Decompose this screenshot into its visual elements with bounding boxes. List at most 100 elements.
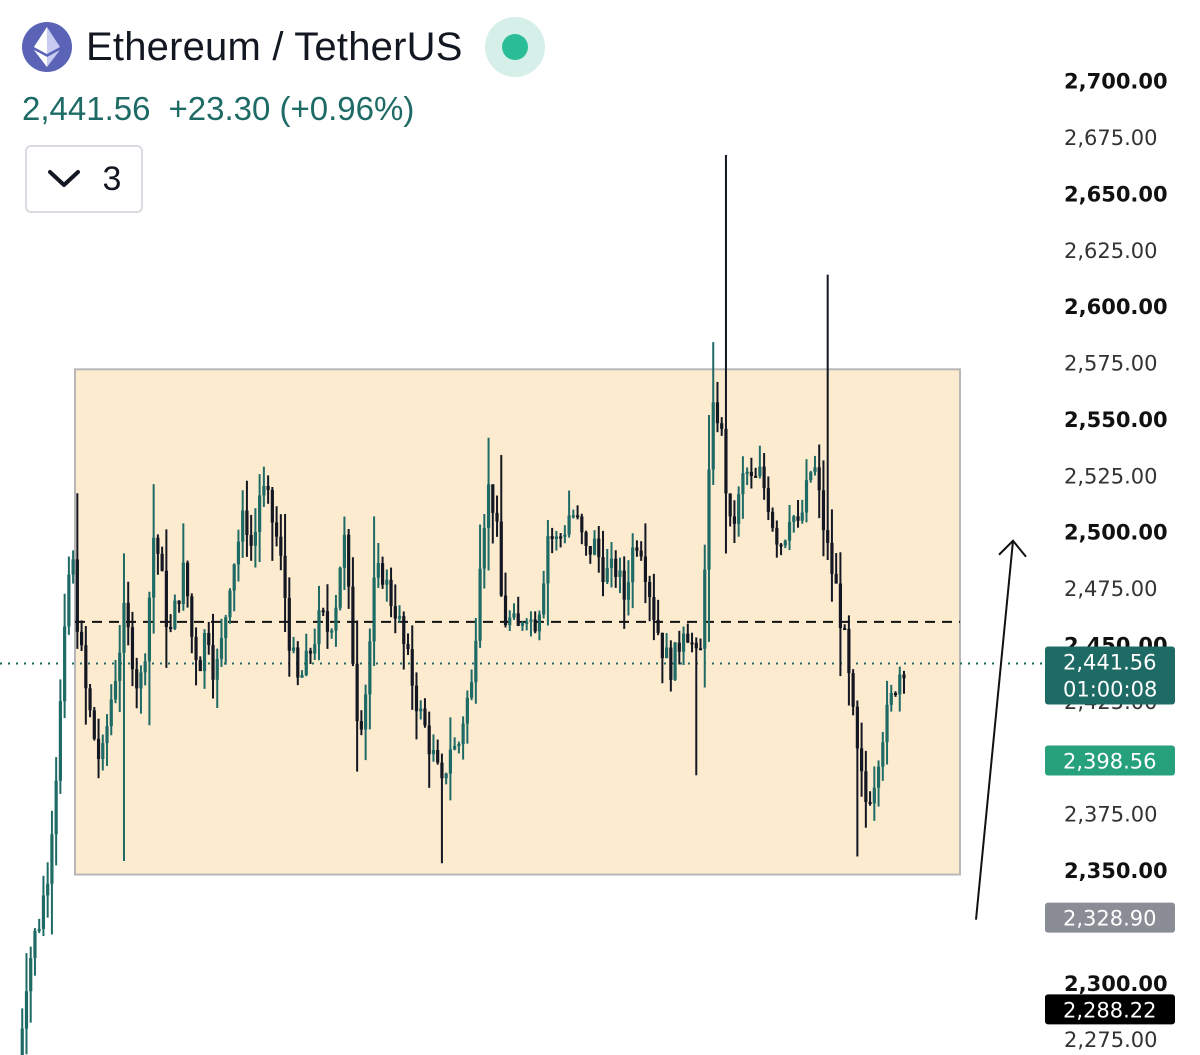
- candle: [520, 621, 525, 631]
- price-axis-tick: 2,375.00: [1064, 803, 1158, 827]
- candle: [686, 623, 690, 644]
- candle: [147, 591, 152, 726]
- candle-body: [436, 750, 440, 763]
- candle-body: [809, 472, 813, 481]
- candle-body: [24, 991, 29, 1029]
- candle-body: [347, 534, 351, 587]
- candle-body: [253, 531, 257, 546]
- candle-body: [211, 645, 215, 680]
- candle-body: [707, 469, 711, 570]
- candle-body: [720, 423, 724, 429]
- candle: [419, 700, 423, 720]
- candle: [118, 624, 122, 713]
- upward-arrow-head: [998, 539, 1027, 558]
- candle: [775, 520, 779, 558]
- candle: [486, 437, 491, 571]
- candle: [876, 760, 881, 807]
- candle-body: [864, 771, 868, 802]
- candle-body: [317, 610, 321, 645]
- candle-body: [885, 704, 889, 743]
- candle: [609, 542, 614, 588]
- candle: [270, 486, 274, 561]
- candle: [304, 633, 308, 677]
- candle-body: [546, 536, 550, 584]
- price-axis-tick: 2,675.00: [1064, 126, 1158, 150]
- candle: [185, 560, 190, 608]
- candle: [190, 593, 194, 654]
- price-label-bg: [1045, 994, 1175, 1025]
- candle-body: [554, 536, 558, 540]
- price-axis: 2,700.00 2,675.00 2,650.00 2,625.00 2,600.00…: [1064, 70, 1168, 1053]
- price-axis-tick: 2,525.00: [1064, 464, 1158, 488]
- candle: [635, 540, 639, 557]
- candle: [219, 618, 224, 667]
- candle: [444, 772, 448, 785]
- candle-body: [821, 490, 826, 531]
- candle: [847, 615, 851, 706]
- candle-body: [550, 536, 554, 540]
- price-axis-tick: 2,650.00: [1064, 182, 1168, 206]
- candle: [105, 714, 109, 766]
- candle-body: [571, 515, 575, 518]
- candle: [130, 611, 135, 687]
- candle-body: [423, 708, 427, 726]
- candle: [779, 543, 783, 556]
- candle: [24, 953, 29, 1055]
- price-axis-tick: 2,475.00: [1064, 577, 1158, 601]
- candle-body: [762, 466, 766, 489]
- candle-body: [109, 699, 113, 727]
- candle: [550, 527, 554, 554]
- candle-body: [198, 660, 202, 672]
- candle: [592, 530, 597, 556]
- symbol-title[interactable]: Ethereum / TetherUS: [86, 24, 463, 69]
- candle: [902, 670, 906, 694]
- candle: [864, 750, 868, 828]
- candle-body: [860, 748, 864, 772]
- candle: [720, 417, 724, 436]
- candle-body: [792, 516, 796, 522]
- candle: [690, 632, 694, 653]
- candle-body: [652, 596, 656, 620]
- candle: [851, 669, 855, 716]
- candle-body: [622, 570, 626, 600]
- candle-body: [631, 547, 635, 583]
- candle: [737, 486, 741, 537]
- candle-body: [813, 467, 817, 473]
- candle-body: [75, 559, 79, 632]
- candle: [728, 493, 732, 527]
- candle-body: [567, 515, 571, 535]
- candle-body: [270, 489, 274, 523]
- candle: [584, 530, 588, 556]
- price-label-text: 2,441.56: [1063, 651, 1157, 675]
- candle: [681, 626, 686, 666]
- candle-body: [665, 647, 669, 659]
- candle: [287, 577, 291, 677]
- candle: [724, 155, 728, 554]
- candle: [164, 529, 168, 668]
- candle: [368, 628, 372, 730]
- candle-body: [359, 721, 363, 730]
- candle: [525, 618, 529, 631]
- candle-body: [614, 558, 618, 577]
- chevron-down-icon: [47, 170, 80, 187]
- candle-body: [67, 574, 71, 627]
- candle: [330, 628, 334, 639]
- candle-body: [542, 583, 546, 615]
- candle: [139, 665, 143, 714]
- candle-body: [181, 562, 185, 604]
- candle: [194, 627, 198, 686]
- candle-body: [321, 610, 325, 613]
- candle-body: [245, 510, 249, 535]
- candle: [402, 611, 406, 670]
- candle-body: [643, 556, 648, 582]
- indicators-collapse-button[interactable]: 3: [25, 145, 143, 213]
- price-axis-tick: 2,700.00: [1064, 70, 1168, 94]
- candle: [414, 672, 419, 740]
- price-change: +23.30 (+0.96%): [168, 90, 415, 127]
- candle-body: [474, 640, 478, 683]
- candle: [461, 716, 465, 760]
- candle: [893, 691, 898, 697]
- candle: [359, 710, 363, 736]
- last-price: 2,441.56: [22, 90, 151, 127]
